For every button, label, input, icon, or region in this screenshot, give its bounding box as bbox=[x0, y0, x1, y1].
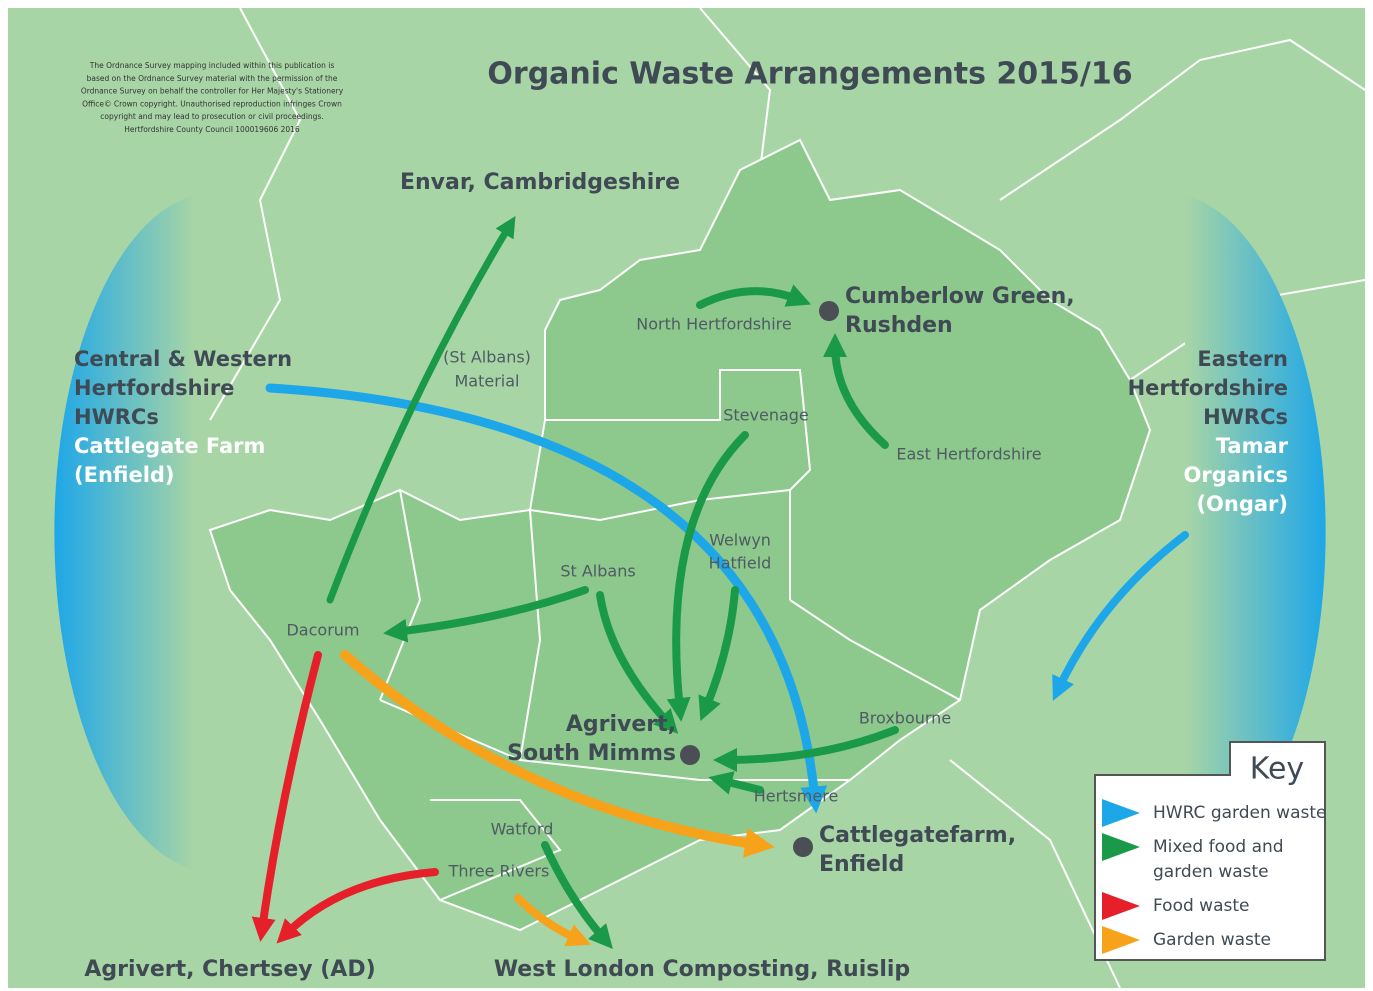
copyright-line: copyright and may lead to prosecution or… bbox=[100, 112, 323, 121]
destination: Envar, Cambridgeshire bbox=[400, 170, 680, 195]
left-panel-glow bbox=[54, 195, 196, 870]
district-label: Stevenage bbox=[723, 406, 809, 425]
panel-site: Cattlegate Farm bbox=[74, 434, 265, 458]
panel-site: (Enfield) bbox=[74, 463, 175, 487]
district-label: Material bbox=[455, 372, 520, 391]
right-panel-glow bbox=[1185, 195, 1326, 870]
district-label: (St Albans) bbox=[443, 348, 531, 367]
panel-heading: HWRCs bbox=[74, 405, 159, 429]
district-label: North Hertfordshire bbox=[636, 315, 791, 334]
district-label: East Hertfordshire bbox=[896, 445, 1041, 464]
district-label: St Albans bbox=[560, 562, 635, 581]
copyright-line: Hertfordshire County Council 100019606 2… bbox=[124, 125, 300, 134]
destination: Cumberlow Green, bbox=[845, 284, 1075, 309]
destination: Cattlegatefarm, bbox=[819, 823, 1016, 848]
copyright-line: based on the Ordnance Survey material wi… bbox=[87, 74, 338, 83]
key-items: HWRC garden waste Mixed food and garden wa… bbox=[1102, 799, 1326, 954]
panel-site: (Ongar) bbox=[1196, 492, 1288, 516]
district-label: Broxbourne bbox=[859, 709, 951, 728]
destination: Agrivert, bbox=[566, 712, 676, 737]
district-label: Welwyn bbox=[709, 531, 771, 550]
right-panel: Eastern Hertfordshire HWRCs Tamar Organics (O… bbox=[1128, 347, 1289, 516]
key-label: Mixed food and bbox=[1153, 837, 1284, 857]
district-label: Watford bbox=[491, 820, 554, 839]
copyright-line: Office© Crown copyright. Unauthorised re… bbox=[82, 99, 342, 108]
destination: Enfield bbox=[819, 852, 904, 877]
key-box bbox=[1094, 741, 1326, 961]
panel-heading: HWRCs bbox=[1203, 405, 1288, 429]
copyright-line: Ordnance Survey on behalf the controller… bbox=[81, 87, 344, 96]
copyright-line: The Ordnance Survey mapping included wit… bbox=[89, 61, 335, 70]
copyright: The Ordnance Survey mapping included wit… bbox=[81, 61, 344, 134]
destination: West London Composting, Ruislip bbox=[494, 957, 910, 982]
key-swatch bbox=[1102, 799, 1140, 827]
destination: South Mimms bbox=[507, 741, 676, 766]
key-title: Key bbox=[1250, 752, 1304, 787]
panel-heading: Central & Western bbox=[74, 347, 292, 371]
key-label: Food waste bbox=[1153, 896, 1249, 916]
district-label: Hatfield bbox=[709, 554, 772, 573]
panel-heading: Hertfordshire bbox=[1128, 376, 1288, 400]
panel-site: Organics bbox=[1183, 463, 1288, 487]
destination: Agrivert, Chertsey (AD) bbox=[84, 957, 375, 982]
key-label: garden waste bbox=[1153, 862, 1269, 882]
district-label: Dacorum bbox=[286, 621, 359, 640]
site-points bbox=[680, 301, 839, 857]
key-label: Garden waste bbox=[1153, 930, 1271, 950]
key-swatch bbox=[1102, 892, 1140, 920]
destination: Rushden bbox=[845, 313, 953, 338]
key-swatch bbox=[1102, 926, 1140, 954]
panel-heading: Hertfordshire bbox=[74, 376, 234, 400]
key-swatch bbox=[1102, 833, 1140, 861]
key-label: HWRC garden waste bbox=[1153, 803, 1326, 823]
panel-heading: Eastern bbox=[1197, 347, 1288, 371]
panel-site: Tamar bbox=[1216, 434, 1289, 458]
map-title: Organic Waste Arrangements 2015/16 bbox=[487, 57, 1132, 92]
flow-arrows bbox=[251, 216, 1189, 950]
left-panel: Central & Western Hertfordshire HWRCs Cattl… bbox=[74, 347, 292, 487]
district-label: Hertsmere bbox=[754, 787, 839, 806]
district-label: Three Rivers bbox=[448, 862, 550, 881]
